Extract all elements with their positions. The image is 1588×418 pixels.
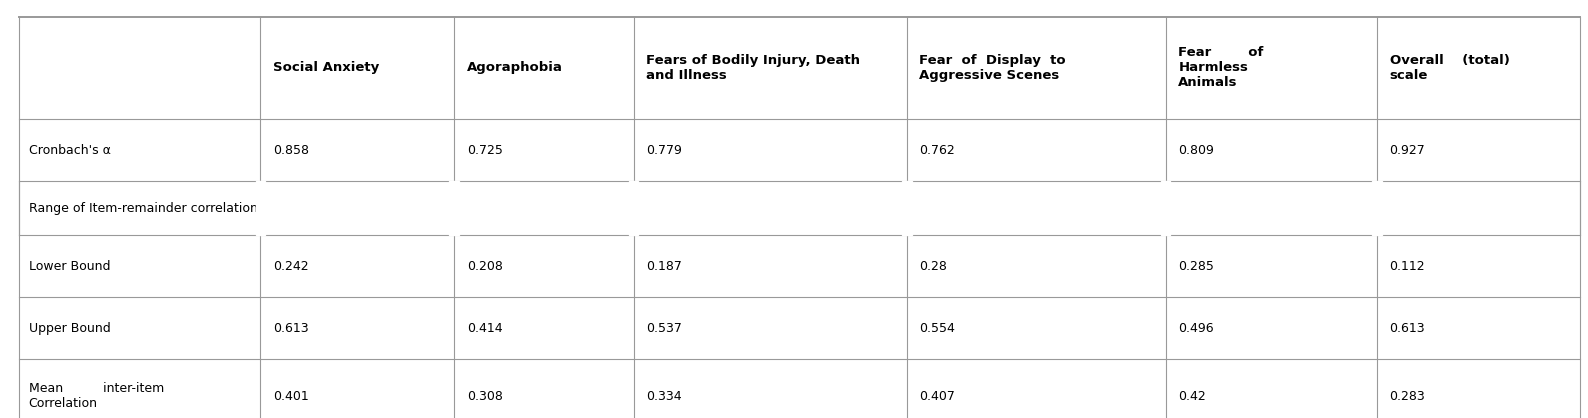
Text: 0.613: 0.613 bbox=[273, 321, 308, 335]
Text: 0.187: 0.187 bbox=[646, 260, 683, 273]
Text: 0.537: 0.537 bbox=[646, 321, 683, 335]
Text: 0.496: 0.496 bbox=[1178, 321, 1213, 335]
Bar bbox=[902, 181, 912, 235]
Text: 0.308: 0.308 bbox=[467, 390, 503, 403]
Text: Fear  of  Display  to
Aggressive Scenes: Fear of Display to Aggressive Scenes bbox=[919, 54, 1066, 82]
Bar bbox=[256, 181, 265, 235]
Text: Agoraphobia: Agoraphobia bbox=[467, 61, 562, 74]
Text: 0.112: 0.112 bbox=[1390, 260, 1424, 273]
Text: Fear        of
Harmless
Animals: Fear of Harmless Animals bbox=[1178, 46, 1264, 89]
Text: Cronbach's α: Cronbach's α bbox=[29, 143, 111, 157]
Text: Fears of Bodily Injury, Death
and Illness: Fears of Bodily Injury, Death and Illnes… bbox=[646, 54, 861, 82]
Bar bbox=[1372, 181, 1382, 235]
Text: Lower Bound: Lower Bound bbox=[29, 260, 110, 273]
Text: 0.414: 0.414 bbox=[467, 321, 502, 335]
Text: Overall    (total)
scale: Overall (total) scale bbox=[1390, 54, 1509, 82]
Bar bbox=[1161, 181, 1170, 235]
Bar bbox=[449, 181, 459, 235]
Text: Social Anxiety: Social Anxiety bbox=[273, 61, 380, 74]
Text: 0.283: 0.283 bbox=[1390, 390, 1426, 403]
Text: 0.613: 0.613 bbox=[1390, 321, 1424, 335]
Text: 0.779: 0.779 bbox=[646, 143, 683, 157]
Text: 0.28: 0.28 bbox=[919, 260, 948, 273]
Text: 0.725: 0.725 bbox=[467, 143, 503, 157]
Text: 0.407: 0.407 bbox=[919, 390, 956, 403]
Text: 0.762: 0.762 bbox=[919, 143, 956, 157]
Text: Mean          inter-item
Correlation: Mean inter-item Correlation bbox=[29, 382, 164, 410]
Text: 0.285: 0.285 bbox=[1178, 260, 1215, 273]
Text: 0.334: 0.334 bbox=[646, 390, 681, 403]
Text: Upper Bound: Upper Bound bbox=[29, 321, 110, 335]
Text: 0.208: 0.208 bbox=[467, 260, 503, 273]
Text: Range of Item-remainder correlations: Range of Item-remainder correlations bbox=[29, 201, 264, 215]
Text: 0.401: 0.401 bbox=[273, 390, 310, 403]
Text: 0.809: 0.809 bbox=[1178, 143, 1215, 157]
Text: 0.42: 0.42 bbox=[1178, 390, 1205, 403]
Text: 0.554: 0.554 bbox=[919, 321, 956, 335]
Text: 0.242: 0.242 bbox=[273, 260, 308, 273]
Text: 0.858: 0.858 bbox=[273, 143, 310, 157]
Bar bbox=[629, 181, 638, 235]
Text: 0.927: 0.927 bbox=[1390, 143, 1426, 157]
